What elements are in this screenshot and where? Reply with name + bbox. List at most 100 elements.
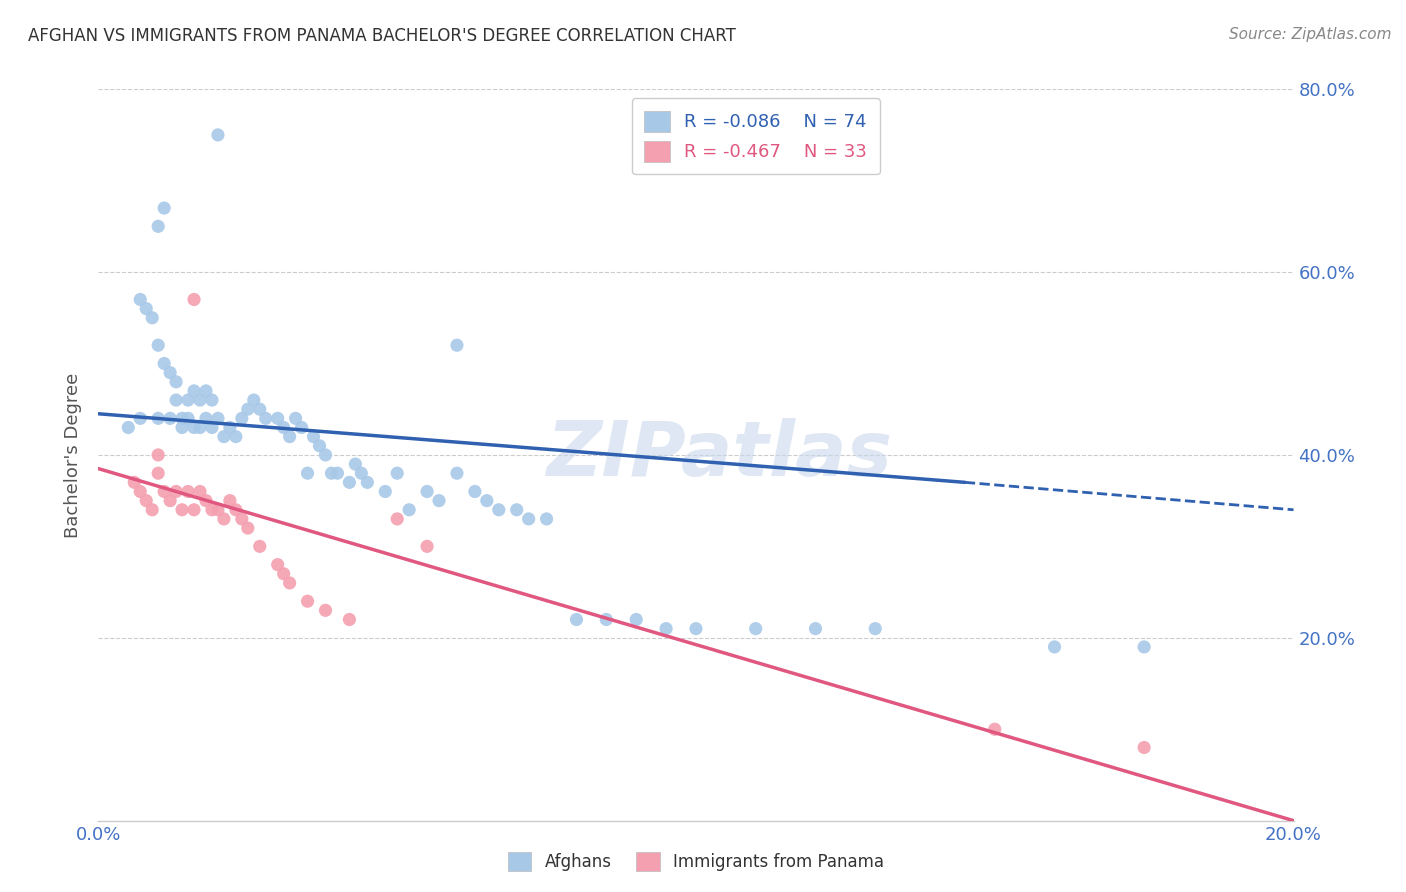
Point xyxy=(374,484,396,499)
Point xyxy=(315,603,337,617)
Point xyxy=(129,484,152,499)
Point xyxy=(284,411,307,425)
Point xyxy=(1133,740,1156,755)
Point xyxy=(148,448,170,462)
Point xyxy=(291,420,314,434)
Point xyxy=(297,594,319,608)
Point xyxy=(356,475,378,490)
Point xyxy=(201,392,224,407)
Point xyxy=(231,512,253,526)
Point xyxy=(385,466,409,480)
Point xyxy=(172,411,194,425)
Point xyxy=(273,566,295,581)
Point xyxy=(212,430,235,444)
Point xyxy=(517,512,540,526)
Y-axis label: Bachelor's Degree: Bachelor's Degree xyxy=(65,372,83,538)
Point xyxy=(165,392,187,407)
Point xyxy=(536,512,558,526)
Point xyxy=(339,475,360,490)
Point xyxy=(655,622,678,636)
Point xyxy=(177,411,200,425)
Point xyxy=(188,392,211,407)
Text: AFGHAN VS IMMIGRANTS FROM PANAMA BACHELOR'S DEGREE CORRELATION CHART: AFGHAN VS IMMIGRANTS FROM PANAMA BACHELO… xyxy=(28,27,735,45)
Point xyxy=(183,384,205,398)
Point xyxy=(236,521,259,535)
Point xyxy=(595,613,617,627)
Point xyxy=(141,502,163,516)
Point xyxy=(326,466,349,480)
Point xyxy=(148,466,170,480)
Point xyxy=(177,392,200,407)
Legend: Afghans, Immigrants from Panama: Afghans, Immigrants from Panama xyxy=(501,846,891,878)
Point xyxy=(195,493,218,508)
Point xyxy=(148,338,170,352)
Point xyxy=(183,293,205,307)
Point xyxy=(219,420,242,434)
Point xyxy=(195,384,218,398)
Point xyxy=(315,448,337,462)
Point xyxy=(231,411,253,425)
Point xyxy=(385,512,409,526)
Point xyxy=(201,420,224,434)
Point xyxy=(195,411,218,425)
Point xyxy=(1133,640,1156,654)
Point xyxy=(278,430,301,444)
Point xyxy=(464,484,486,499)
Point xyxy=(129,293,152,307)
Point xyxy=(188,484,211,499)
Point xyxy=(626,613,648,627)
Point xyxy=(398,502,420,516)
Point xyxy=(153,484,176,499)
Point xyxy=(249,402,271,417)
Point xyxy=(124,475,146,490)
Point xyxy=(267,558,290,572)
Point xyxy=(506,502,529,516)
Point xyxy=(135,493,157,508)
Point xyxy=(135,301,157,316)
Point xyxy=(165,375,187,389)
Text: ZIPatlas: ZIPatlas xyxy=(547,418,893,491)
Point xyxy=(129,411,152,425)
Point xyxy=(249,539,271,553)
Point xyxy=(183,502,205,516)
Point xyxy=(188,420,211,434)
Point xyxy=(254,411,277,425)
Point xyxy=(302,430,325,444)
Point xyxy=(183,420,205,434)
Point xyxy=(267,411,290,425)
Point xyxy=(219,493,242,508)
Point xyxy=(207,411,229,425)
Point xyxy=(446,466,468,480)
Point xyxy=(236,402,259,417)
Point xyxy=(984,723,1007,737)
Point xyxy=(427,493,450,508)
Point xyxy=(207,128,229,142)
Point xyxy=(565,613,588,627)
Point xyxy=(212,512,235,526)
Point xyxy=(172,420,194,434)
Point xyxy=(177,484,200,499)
Point xyxy=(475,493,498,508)
Point xyxy=(1043,640,1066,654)
Point xyxy=(153,356,176,371)
Point xyxy=(225,430,247,444)
Point xyxy=(243,392,266,407)
Point xyxy=(159,411,181,425)
Point xyxy=(153,201,176,215)
Point xyxy=(273,420,295,434)
Point xyxy=(350,466,373,480)
Point xyxy=(159,493,181,508)
Point xyxy=(344,457,367,471)
Point xyxy=(745,622,768,636)
Point xyxy=(416,539,439,553)
Point xyxy=(865,622,887,636)
Point xyxy=(207,502,229,516)
Point xyxy=(201,502,224,516)
Point xyxy=(148,219,170,234)
Text: Source: ZipAtlas.com: Source: ZipAtlas.com xyxy=(1229,27,1392,42)
Point xyxy=(141,310,163,325)
Point xyxy=(278,576,301,591)
Point xyxy=(416,484,439,499)
Point xyxy=(148,411,170,425)
Point xyxy=(159,366,181,380)
